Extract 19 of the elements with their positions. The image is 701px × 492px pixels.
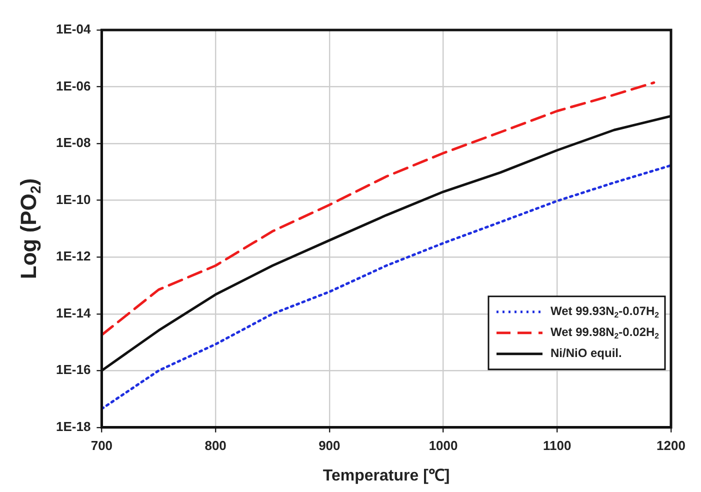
y-tick-label: 1E-10 xyxy=(56,192,91,207)
y-axis-title: Log (PO2) xyxy=(16,178,45,280)
x-tick-label: 800 xyxy=(204,438,226,453)
y-tick-label: 1E-18 xyxy=(56,418,91,434)
y-tick-label: 1E-16 xyxy=(56,362,91,378)
x-tick-label: 1200 xyxy=(656,438,686,453)
x-axis-title: Temperature [℃] xyxy=(322,467,450,484)
y-tick-label: 1E-08 xyxy=(56,135,91,150)
x-tick-label: 1100 xyxy=(543,438,572,453)
legend-label: Ni/NiO equil. xyxy=(550,346,622,360)
y-tick-label: 1E-06 xyxy=(56,78,91,94)
line-series xyxy=(102,164,671,410)
x-tick-label: 1000 xyxy=(428,438,458,453)
x-tick-label: 700 xyxy=(90,438,113,453)
y-tick-label: 1E-12 xyxy=(56,248,91,264)
x-tick-label: 900 xyxy=(318,438,340,453)
y-tick-label: 1E-04 xyxy=(56,22,92,37)
y-tick-label: 1E-14 xyxy=(56,305,92,320)
line-series xyxy=(102,81,656,336)
